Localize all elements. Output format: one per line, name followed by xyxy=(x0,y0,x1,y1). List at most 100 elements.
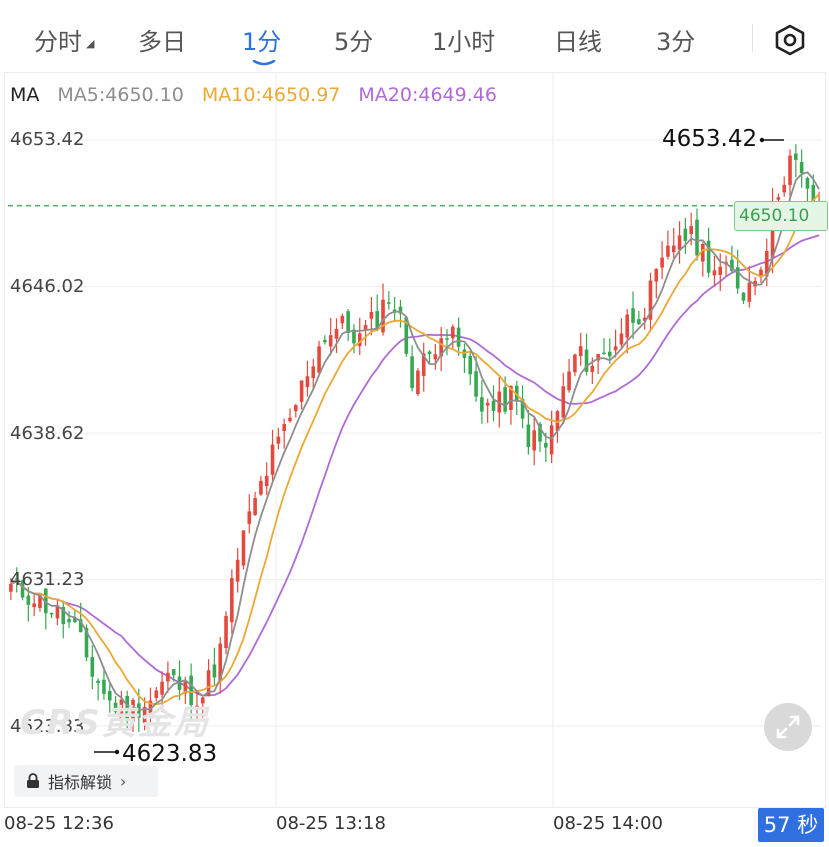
candle-body xyxy=(84,627,89,658)
candle-body xyxy=(264,475,269,487)
candle-body xyxy=(712,270,717,276)
y-tick-label: 4638.62 xyxy=(10,423,85,444)
candle-body xyxy=(235,559,240,582)
last-price-tag: 4650.10 xyxy=(734,201,828,231)
candle-body xyxy=(782,184,787,193)
y-tick-label: 4631.23 xyxy=(10,569,85,590)
candle-body xyxy=(125,695,129,722)
candle-body xyxy=(718,266,723,275)
candle-body xyxy=(596,354,600,361)
candle-body xyxy=(346,311,350,333)
candle-body xyxy=(160,681,164,695)
candle-body xyxy=(90,657,95,677)
extreme-markers xyxy=(94,137,784,755)
candle-body xyxy=(334,328,339,339)
candle-body xyxy=(456,327,461,347)
expand-icon[interactable] xyxy=(764,703,812,751)
candle-body xyxy=(317,346,321,373)
candle-body xyxy=(375,311,380,330)
candle-body xyxy=(695,219,699,256)
candle-body xyxy=(794,153,798,160)
candle-body xyxy=(311,366,316,378)
candle-body xyxy=(654,268,659,282)
candle-body xyxy=(421,353,426,377)
tab-divider xyxy=(752,24,753,52)
candle-body xyxy=(619,333,624,345)
max-marker-dot xyxy=(759,137,765,143)
candle-body xyxy=(96,680,100,684)
min-price-marker: 4623.83 xyxy=(122,741,218,767)
candle-body xyxy=(78,619,83,633)
candle-body xyxy=(288,417,292,422)
ma5-value: MA5:4650.10 xyxy=(57,84,184,106)
tab-daily[interactable]: 日线 xyxy=(554,28,602,56)
candle-body xyxy=(526,424,531,447)
tab-1min[interactable]: 1分 xyxy=(242,28,282,56)
candle-body xyxy=(509,386,513,411)
unlock-label: 指标解锁 xyxy=(48,773,113,792)
candle-body xyxy=(102,679,106,694)
candle-body xyxy=(224,615,228,649)
candle-body xyxy=(131,700,135,722)
candle-body xyxy=(328,335,333,347)
ma20-line xyxy=(10,234,820,697)
hexagon-settings-icon[interactable] xyxy=(770,20,810,60)
candle-body xyxy=(398,306,403,314)
candle-body xyxy=(299,380,304,402)
candle-body xyxy=(799,161,804,173)
indicator-unlock-button[interactable]: 指标解锁 › xyxy=(14,765,158,797)
candle-body xyxy=(584,349,589,372)
candle-body xyxy=(183,681,188,694)
candle-body xyxy=(701,244,705,262)
candle-body xyxy=(323,339,327,343)
candle-body xyxy=(119,699,124,719)
ma20-path xyxy=(10,234,820,697)
candle-body xyxy=(61,606,66,625)
candle-body xyxy=(43,588,48,614)
candle-body xyxy=(73,617,77,623)
candle-body xyxy=(253,497,257,516)
candle-body xyxy=(602,352,606,355)
ma10-line xyxy=(10,193,820,706)
candle-body xyxy=(637,319,641,325)
tab-3min[interactable]: 3分 xyxy=(656,28,696,56)
candle-body xyxy=(735,267,740,289)
candle-body xyxy=(107,691,112,701)
candle-body xyxy=(706,240,711,273)
tab-intraday[interactable]: 分时 ◢ xyxy=(34,28,95,56)
candle-body xyxy=(573,354,577,373)
candle-body xyxy=(218,643,223,682)
ma-label: MA xyxy=(10,84,40,106)
tab-multi-day[interactable]: 多日 xyxy=(138,28,186,56)
dropdown-triangle-icon: ◢ xyxy=(86,36,95,50)
candle-body xyxy=(474,371,478,397)
candle-body xyxy=(439,338,443,357)
candle-body xyxy=(230,578,234,623)
candle-body xyxy=(381,299,385,333)
candle-body xyxy=(625,314,630,338)
tab-5min[interactable]: 5分 xyxy=(334,28,374,56)
candle-body xyxy=(200,697,205,704)
candle-body xyxy=(410,356,414,389)
candle-body xyxy=(642,317,647,321)
ma5-line xyxy=(10,171,820,712)
candle-body xyxy=(20,580,25,598)
candle-body xyxy=(416,370,420,395)
candle-body xyxy=(648,280,653,320)
candle-body xyxy=(55,605,60,619)
candle-body xyxy=(142,706,147,723)
candle-body xyxy=(532,430,536,451)
ma-legend: MA MA5:4650.10 MA10:4650.97 MA20:4649.46 xyxy=(10,84,515,106)
candle-body xyxy=(357,333,362,347)
candle-body xyxy=(538,423,542,442)
watermark-logo: CRS黄金局 xyxy=(20,703,210,743)
candle-body xyxy=(788,155,792,185)
candle-body xyxy=(666,245,670,257)
candle-body xyxy=(561,386,566,418)
tab-1hour[interactable]: 1小时 xyxy=(432,28,496,56)
candle-body xyxy=(578,346,583,356)
candle-body xyxy=(148,700,153,713)
candle-body xyxy=(340,315,345,324)
candle-body xyxy=(49,612,54,615)
